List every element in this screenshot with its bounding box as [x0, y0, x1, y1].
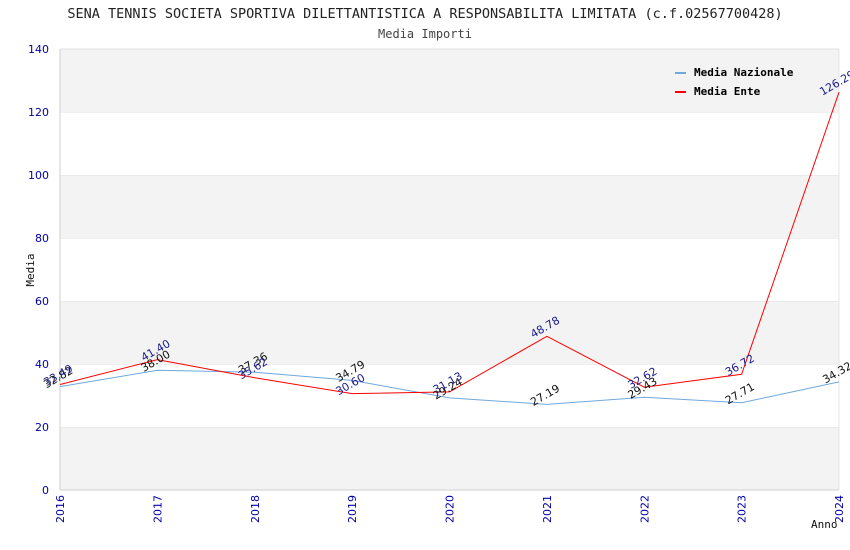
y-tick-label: 60	[35, 295, 49, 308]
y-tick-label: 40	[35, 358, 49, 371]
legend: Media Nazionale Media Ente	[675, 66, 794, 98]
chart-subtitle: Media Importi	[378, 27, 472, 41]
legend-label: Media Nazionale	[694, 66, 794, 79]
x-tick-label: 2022	[638, 495, 651, 523]
grid-band	[60, 175, 839, 238]
x-axis-label: Anno	[811, 518, 838, 531]
y-tick-label: 100	[28, 169, 49, 182]
x-tick-label: 2017	[151, 495, 164, 523]
grid-band	[60, 238, 839, 301]
grid-band	[60, 427, 839, 490]
chart-title: SENA TENNIS SOCIETA SPORTIVA DILETTANTIS…	[67, 6, 783, 22]
x-tick-label: 2020	[444, 495, 457, 523]
grid-band	[60, 364, 839, 427]
y-axis-label: Media	[24, 253, 37, 286]
x-tick-labels: 2016 2017 2018 2019 2020 2021 2022 2023 2024	[54, 495, 846, 523]
y-tick-label: 20	[35, 421, 49, 434]
grid-band	[60, 49, 839, 112]
x-tick-label: 2016	[54, 495, 67, 523]
grid-bands	[60, 48, 839, 490]
y-tick-label: 120	[28, 106, 49, 119]
x-tick-label: 2019	[346, 495, 359, 523]
series-lines	[59, 92, 840, 405]
x-tick-label: 2018	[249, 495, 262, 523]
y-tick-label: 140	[28, 43, 49, 56]
series-line-media-nazionale	[59, 369, 840, 405]
x-tick-label: 2023	[736, 495, 749, 523]
grid-band	[60, 301, 839, 364]
legend-label: Media Ente	[694, 85, 761, 98]
x-tick-label: 2021	[541, 495, 554, 523]
axes	[59, 49, 840, 491]
x-tick-label: 2024	[833, 495, 846, 523]
grid-band	[60, 112, 839, 175]
y-tick-labels: 0 20 40 60 80 100 120 140	[28, 43, 49, 497]
y-tick-label: 0	[42, 484, 49, 497]
series-line-media-ente	[59, 92, 840, 395]
y-tick-label: 80	[35, 232, 49, 245]
